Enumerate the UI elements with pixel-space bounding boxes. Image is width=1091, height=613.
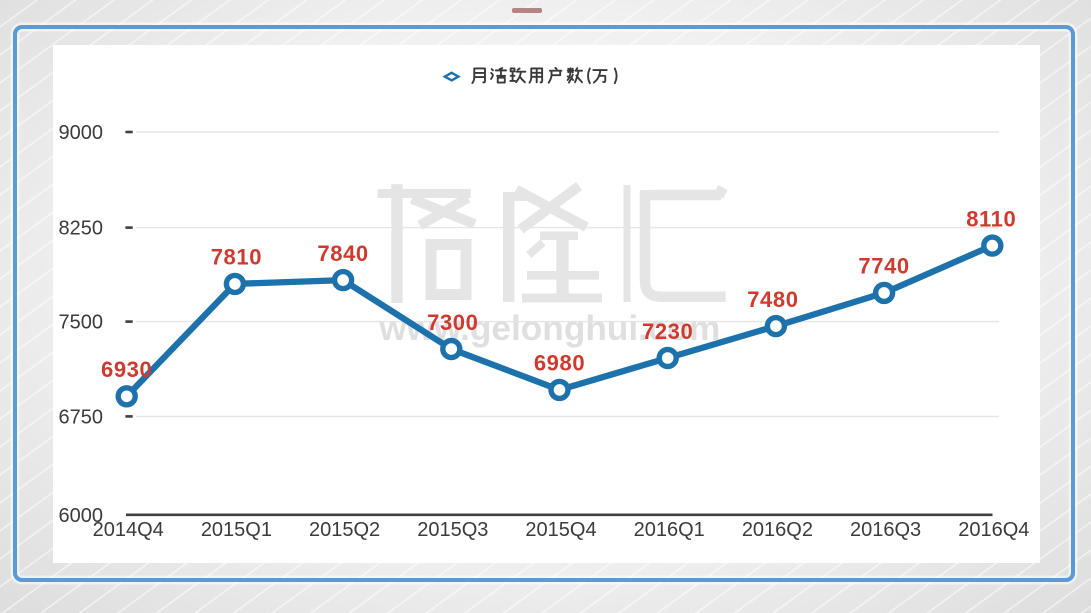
- svg-text:7230: 7230: [642, 319, 693, 344]
- svg-text:7740: 7740: [858, 254, 909, 279]
- svg-text:2015Q2: 2015Q2: [309, 519, 380, 541]
- svg-text:8110: 8110: [966, 206, 1016, 231]
- svg-text:2015Q1: 2015Q1: [201, 519, 272, 541]
- svg-text:7810: 7810: [211, 245, 262, 270]
- svg-text:7300: 7300: [427, 310, 478, 335]
- svg-text:2016Q3: 2016Q3: [850, 519, 921, 541]
- svg-text:8250: 8250: [59, 218, 104, 240]
- svg-text:2016Q4: 2016Q4: [958, 519, 1029, 541]
- svg-text:2016Q2: 2016Q2: [742, 519, 813, 541]
- svg-text:6930: 6930: [101, 357, 152, 382]
- svg-text:2014Q4: 2014Q4: [93, 519, 164, 541]
- svg-text:6980: 6980: [534, 351, 585, 376]
- svg-text:7480: 7480: [747, 287, 798, 312]
- svg-text:7840: 7840: [317, 241, 368, 266]
- svg-text:6750: 6750: [59, 406, 104, 428]
- svg-text:6000: 6000: [59, 505, 104, 527]
- svg-text:2016Q1: 2016Q1: [634, 519, 705, 541]
- svg-text:2015Q3: 2015Q3: [417, 519, 488, 541]
- svg-text:9000: 9000: [59, 122, 104, 144]
- svg-text:7500: 7500: [59, 312, 104, 334]
- svg-text:2015Q4: 2015Q4: [525, 519, 596, 541]
